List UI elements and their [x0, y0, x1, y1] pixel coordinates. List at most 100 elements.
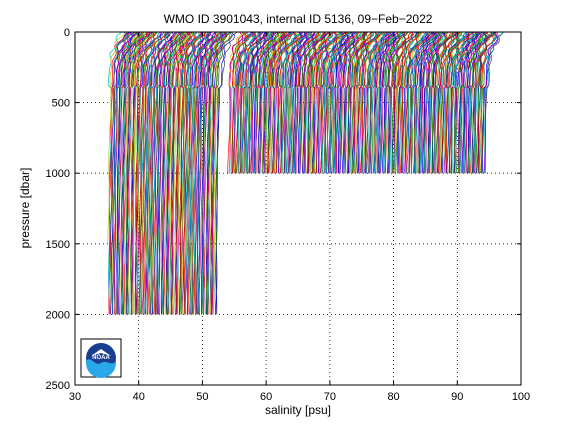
salinity-profile-line — [233, 31, 248, 174]
salinity-profile-line — [146, 31, 161, 315]
salinity-profile-line — [291, 31, 308, 174]
salinity-profile-line — [404, 31, 420, 174]
salinity-profile-line — [202, 31, 217, 315]
salinity-profile-line — [197, 31, 210, 315]
salinity-profile-line — [152, 31, 169, 315]
salinity-profile-line — [465, 31, 482, 174]
salinity-profile-line — [213, 31, 230, 315]
salinity-profile-line — [215, 31, 235, 315]
salinity-profile-line — [125, 31, 145, 315]
salinity-profile-line — [231, 31, 249, 174]
salinity-profile-line — [158, 31, 175, 315]
salinity-profile-line — [339, 31, 358, 174]
salinity-profile-line — [303, 31, 322, 174]
salinity-profile-line — [175, 31, 191, 315]
salinity-profile-line — [136, 31, 155, 315]
salinity-profile-line — [131, 31, 151, 315]
salinity-profile-line — [192, 32, 209, 315]
salinity-profile-line — [368, 31, 388, 174]
salinity-profile-line — [410, 31, 430, 174]
salinity-profile-line — [279, 31, 296, 174]
x-tick-label: 70 — [324, 391, 336, 403]
salinity-profile-line — [135, 31, 155, 315]
salinity-profile-line — [443, 31, 461, 174]
salinity-profile-line — [274, 31, 292, 174]
salinity-profile-line — [313, 31, 331, 174]
salinity-profile-line — [207, 31, 223, 315]
salinity-profile-line — [451, 31, 468, 174]
salinity-profile-line — [348, 31, 365, 174]
salinity-profile-line — [458, 31, 474, 174]
salinity-profile-line — [165, 31, 185, 315]
salinity-profile-line — [373, 31, 391, 174]
y-tick-label: 1000 — [46, 168, 70, 180]
salinity-profile-line — [293, 31, 307, 174]
salinity-profile-line — [198, 31, 217, 315]
salinity-profile-line — [228, 31, 244, 174]
salinity-profile-line — [245, 31, 268, 174]
salinity-profile-line — [310, 31, 325, 174]
salinity-profile-line — [143, 31, 156, 315]
salinity-profile-line — [245, 31, 258, 174]
salinity-profile-line — [263, 31, 282, 174]
salinity-profile-line — [139, 31, 157, 315]
salinity-profile-line — [107, 31, 127, 244]
salinity-profile-line — [114, 31, 131, 315]
salinity-profile-line — [372, 31, 390, 174]
salinity-profile-line — [281, 31, 296, 174]
salinity-profile-line — [391, 31, 408, 174]
noaa-logo: NOAA — [80, 338, 122, 378]
salinity-profile-line — [162, 31, 178, 315]
y-axis-label: pressure [dbar] — [18, 167, 32, 249]
salinity-profile-line — [299, 31, 320, 174]
salinity-profile-line — [469, 31, 486, 174]
salinity-profile-line — [335, 31, 350, 174]
salinity-profile-line — [411, 31, 427, 174]
salinity-profile-line — [339, 31, 360, 174]
salinity-profile-line — [328, 31, 343, 174]
salinity-profile-line — [445, 31, 458, 174]
salinity-profile-line — [121, 31, 139, 315]
salinity-profiles — [107, 31, 505, 315]
salinity-profile-line — [484, 31, 501, 174]
salinity-profile-line — [414, 31, 430, 174]
salinity-profile-line — [308, 31, 325, 174]
salinity-profile-line — [431, 31, 447, 174]
salinity-profile-line — [214, 31, 232, 315]
salinity-profile-line — [325, 31, 343, 174]
salinity-profile-line — [184, 31, 204, 315]
salinity-profile-line — [292, 31, 310, 174]
salinity-profile-line — [356, 31, 373, 174]
salinity-profile-line — [422, 31, 437, 174]
x-tick-label: 90 — [451, 391, 463, 403]
salinity-profile-line — [363, 31, 381, 174]
x-tick-label: 60 — [260, 391, 272, 403]
salinity-profile-line — [368, 31, 385, 174]
salinity-profile-line — [134, 31, 155, 315]
salinity-profile-line — [454, 31, 468, 174]
salinity-profile-line — [399, 31, 412, 174]
salinity-profile-line — [166, 31, 181, 315]
salinity-profile-line — [434, 31, 448, 174]
salinity-profile-line — [132, 31, 146, 315]
salinity-profile-line — [394, 31, 413, 174]
x-tick-label: 100 — [512, 391, 530, 403]
salinity-profile-line — [144, 31, 162, 315]
salinity-profile-line — [434, 31, 454, 174]
salinity-profile-line — [338, 31, 356, 174]
salinity-profile-line — [237, 31, 256, 174]
salinity-profile-line — [427, 31, 442, 174]
salinity-profile-line — [179, 31, 198, 315]
salinity-profile-line — [122, 31, 139, 315]
salinity-profile-line — [148, 31, 161, 315]
salinity-profile-line — [403, 31, 421, 174]
salinity-profile-line — [251, 31, 269, 174]
y-tick-label: 0 — [64, 27, 70, 39]
salinity-profile-line — [388, 31, 406, 174]
logo-wave — [86, 359, 116, 378]
salinity-profile-line — [378, 31, 392, 174]
y-tick-label: 2000 — [46, 309, 70, 321]
salinity-profile-line — [299, 31, 316, 174]
salinity-profile-line — [366, 31, 382, 174]
